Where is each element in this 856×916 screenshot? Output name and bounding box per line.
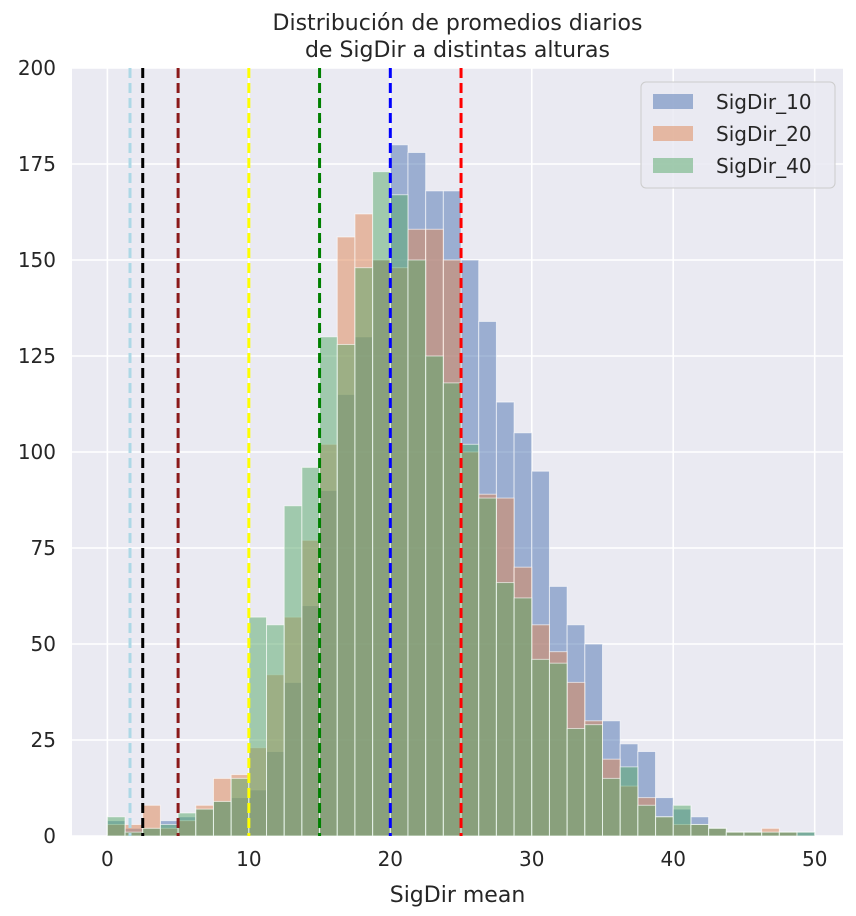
histogram-bar xyxy=(407,259,427,837)
histogram-bar xyxy=(248,616,268,837)
histogram-bar xyxy=(159,823,179,837)
legend-swatch xyxy=(653,94,693,109)
x-tick-label: 10 xyxy=(236,847,261,871)
histogram-bar xyxy=(584,724,604,837)
histogram-bar xyxy=(230,777,250,837)
histogram-bar xyxy=(566,727,586,837)
y-tick-label: 125 xyxy=(18,344,56,368)
legend: SigDir_10 SigDir_20 SigDir_40 xyxy=(640,81,836,189)
histogram-bar xyxy=(425,355,444,837)
x-tick-label: 30 xyxy=(519,847,544,871)
histogram-bar xyxy=(195,808,214,837)
histogram-bar xyxy=(442,382,462,837)
y-tick-label: 0 xyxy=(43,824,56,848)
histogram-bar xyxy=(319,336,338,837)
histogram-bar xyxy=(672,804,692,837)
histogram-bar xyxy=(142,827,161,837)
histogram-bar xyxy=(177,812,197,837)
series-SigDir_40 xyxy=(106,171,816,837)
histogram-bar xyxy=(743,831,763,837)
legend-label: SigDir_40 xyxy=(716,154,812,178)
histogram-bar xyxy=(531,658,550,837)
histogram-bar xyxy=(389,194,409,837)
chart-title-line-2: de SigDir a distintas alturas xyxy=(305,38,610,63)
legend-swatch xyxy=(653,158,693,173)
y-axis-ticks: 0 25 50 75 100 125 150 175 200 xyxy=(18,56,56,848)
histogram-bar xyxy=(212,800,232,837)
histogram-bar xyxy=(796,831,816,837)
legend-swatch xyxy=(653,126,693,141)
x-tick-label: 20 xyxy=(378,847,403,871)
histogram-bars xyxy=(106,144,816,837)
x-axis-ticks: 0 10 20 30 40 50 xyxy=(101,847,827,871)
legend-label: SigDir_10 xyxy=(716,90,812,114)
histogram-bar xyxy=(460,443,480,837)
histogram-bar xyxy=(513,597,533,837)
histogram-bar xyxy=(266,624,285,837)
chart-title-line-1: Distribución de promedios diarios xyxy=(273,11,643,36)
histogram-bar xyxy=(495,582,515,837)
legend-label: SigDir_20 xyxy=(716,122,812,146)
y-tick-label: 150 xyxy=(18,248,56,272)
y-tick-label: 25 xyxy=(31,728,56,752)
histogram-bar xyxy=(124,831,144,837)
histogram-bar xyxy=(725,831,745,837)
histogram-bar xyxy=(372,171,391,837)
histogram-bar xyxy=(354,267,374,837)
histogram-bar xyxy=(301,466,321,837)
histogram-bar xyxy=(708,827,727,837)
y-tick-label: 175 xyxy=(18,152,56,176)
y-tick-label: 100 xyxy=(18,440,56,464)
histogram-bar xyxy=(478,497,497,837)
histogram-bar xyxy=(761,831,780,837)
histogram-bar xyxy=(548,662,568,837)
x-axis-label: SigDir mean xyxy=(390,883,526,908)
y-tick-label: 75 xyxy=(31,536,56,560)
histogram-bar xyxy=(637,804,657,837)
histogram-bar xyxy=(602,777,621,837)
histogram-bar xyxy=(336,343,356,837)
histogram-bar xyxy=(690,823,710,837)
x-tick-label: 0 xyxy=(101,847,114,871)
histogram-bar xyxy=(106,816,126,837)
histogram-bar xyxy=(655,816,674,837)
histogram-bar xyxy=(283,505,303,837)
histogram-bar xyxy=(619,766,639,837)
x-tick-label: 50 xyxy=(802,847,827,871)
y-tick-label: 200 xyxy=(18,56,56,80)
x-tick-label: 40 xyxy=(661,847,686,871)
y-tick-label: 50 xyxy=(31,632,56,656)
reference-lines xyxy=(128,68,463,836)
histogram-bar xyxy=(778,831,798,837)
